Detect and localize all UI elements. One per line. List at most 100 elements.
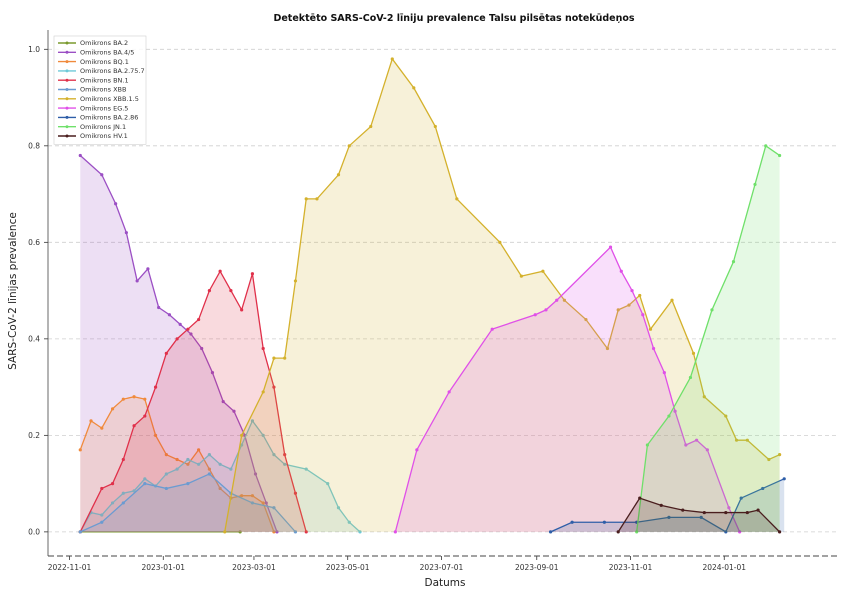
data-point [616, 308, 620, 312]
data-point [702, 510, 706, 515]
data-point [336, 173, 341, 177]
data-point [688, 375, 693, 380]
legend-marker [65, 125, 69, 129]
data-point [272, 530, 276, 534]
data-point [691, 351, 696, 355]
data-point [548, 530, 553, 534]
data-point [132, 424, 136, 428]
data-point [293, 491, 298, 495]
series-omikrons-eg-5 [393, 245, 742, 534]
data-point [207, 467, 211, 471]
series-omikrons-xbb-1-5 [223, 57, 782, 534]
data-point [153, 385, 158, 389]
data-point [240, 433, 244, 437]
data-point [200, 346, 204, 351]
legend-marker [65, 50, 69, 54]
series-area [550, 478, 785, 532]
data-point [78, 530, 82, 534]
data-point [132, 489, 136, 493]
data-point [727, 506, 731, 510]
data-point [100, 486, 104, 491]
data-point [710, 308, 714, 312]
series-omikrons-ba-2-75-7 [78, 419, 362, 534]
legend-marker [65, 97, 69, 101]
data-point [393, 530, 397, 534]
data-point [250, 494, 255, 498]
data-point [121, 397, 125, 401]
data-point [347, 520, 351, 524]
legend-marker [65, 106, 69, 110]
data-point [261, 501, 265, 505]
series-area [80, 473, 296, 532]
data-point [189, 332, 193, 336]
data-point [670, 298, 674, 302]
data-point [210, 371, 215, 375]
data-point [221, 399, 225, 404]
data-point [272, 453, 276, 457]
data-point [619, 269, 623, 273]
series-line [79, 154, 278, 533]
data-point [447, 390, 451, 394]
data-point [232, 409, 236, 413]
data-point [347, 144, 351, 148]
data-point [135, 279, 139, 283]
series-area [395, 247, 740, 532]
data-point [240, 308, 244, 312]
data-point [358, 530, 362, 534]
data-point [315, 197, 319, 201]
data-point [261, 433, 265, 437]
data-point [218, 269, 222, 273]
data-point [186, 482, 190, 486]
data-point [490, 327, 494, 331]
data-point [167, 313, 172, 317]
y-tick-label: 1.0 [28, 45, 40, 54]
series-area [224, 58, 780, 532]
legend-label: Omikrons BA.2.86 [80, 114, 138, 122]
data-point [178, 322, 182, 326]
x-tick-label: 2024-01-01 [702, 563, 746, 572]
data-point [238, 530, 242, 534]
data-point [207, 288, 211, 293]
data-point [753, 182, 757, 187]
data-point [223, 530, 227, 534]
legend-marker [65, 69, 69, 73]
x-tick-label: 2023-07-01 [420, 563, 464, 572]
legend-label: Omikrons XBB [80, 86, 126, 94]
data-point [555, 298, 559, 302]
data-point [648, 327, 653, 331]
data-point [121, 457, 125, 462]
y-tick-label: 0.6 [28, 238, 40, 247]
data-point [705, 448, 709, 452]
data-point [207, 472, 211, 476]
data-point [89, 419, 93, 423]
data-point [745, 438, 749, 442]
data-point [767, 457, 771, 462]
series-omikrons-bn-1 [78, 269, 308, 534]
series-layer [78, 57, 786, 534]
series-omikrons-ba-4-5 [78, 153, 279, 534]
y-tick-label: 0.2 [28, 431, 40, 440]
data-point [304, 530, 308, 534]
legend-label: Omikrons XBB.1.5 [80, 95, 139, 103]
data-point [229, 467, 233, 471]
y-axis-label: SARS-CoV-2 līnijas prevalence [7, 212, 19, 370]
data-point [175, 457, 179, 462]
data-point [764, 144, 768, 148]
data-point [641, 313, 645, 317]
chart-title: Detektēto SARS-CoV-2 līniju prevalence T… [273, 13, 634, 24]
data-point [132, 395, 136, 399]
data-point [143, 414, 147, 418]
series-area [80, 155, 278, 532]
data-point [724, 414, 728, 418]
legend-marker [65, 134, 69, 138]
data-point [110, 501, 115, 505]
data-point [100, 426, 104, 430]
data-point [78, 448, 82, 452]
data-point [638, 496, 642, 500]
x-tick-label: 2023-11-01 [609, 563, 653, 572]
data-point [681, 508, 685, 512]
data-point [153, 433, 158, 437]
data-point [659, 503, 663, 507]
series-line [550, 478, 785, 533]
